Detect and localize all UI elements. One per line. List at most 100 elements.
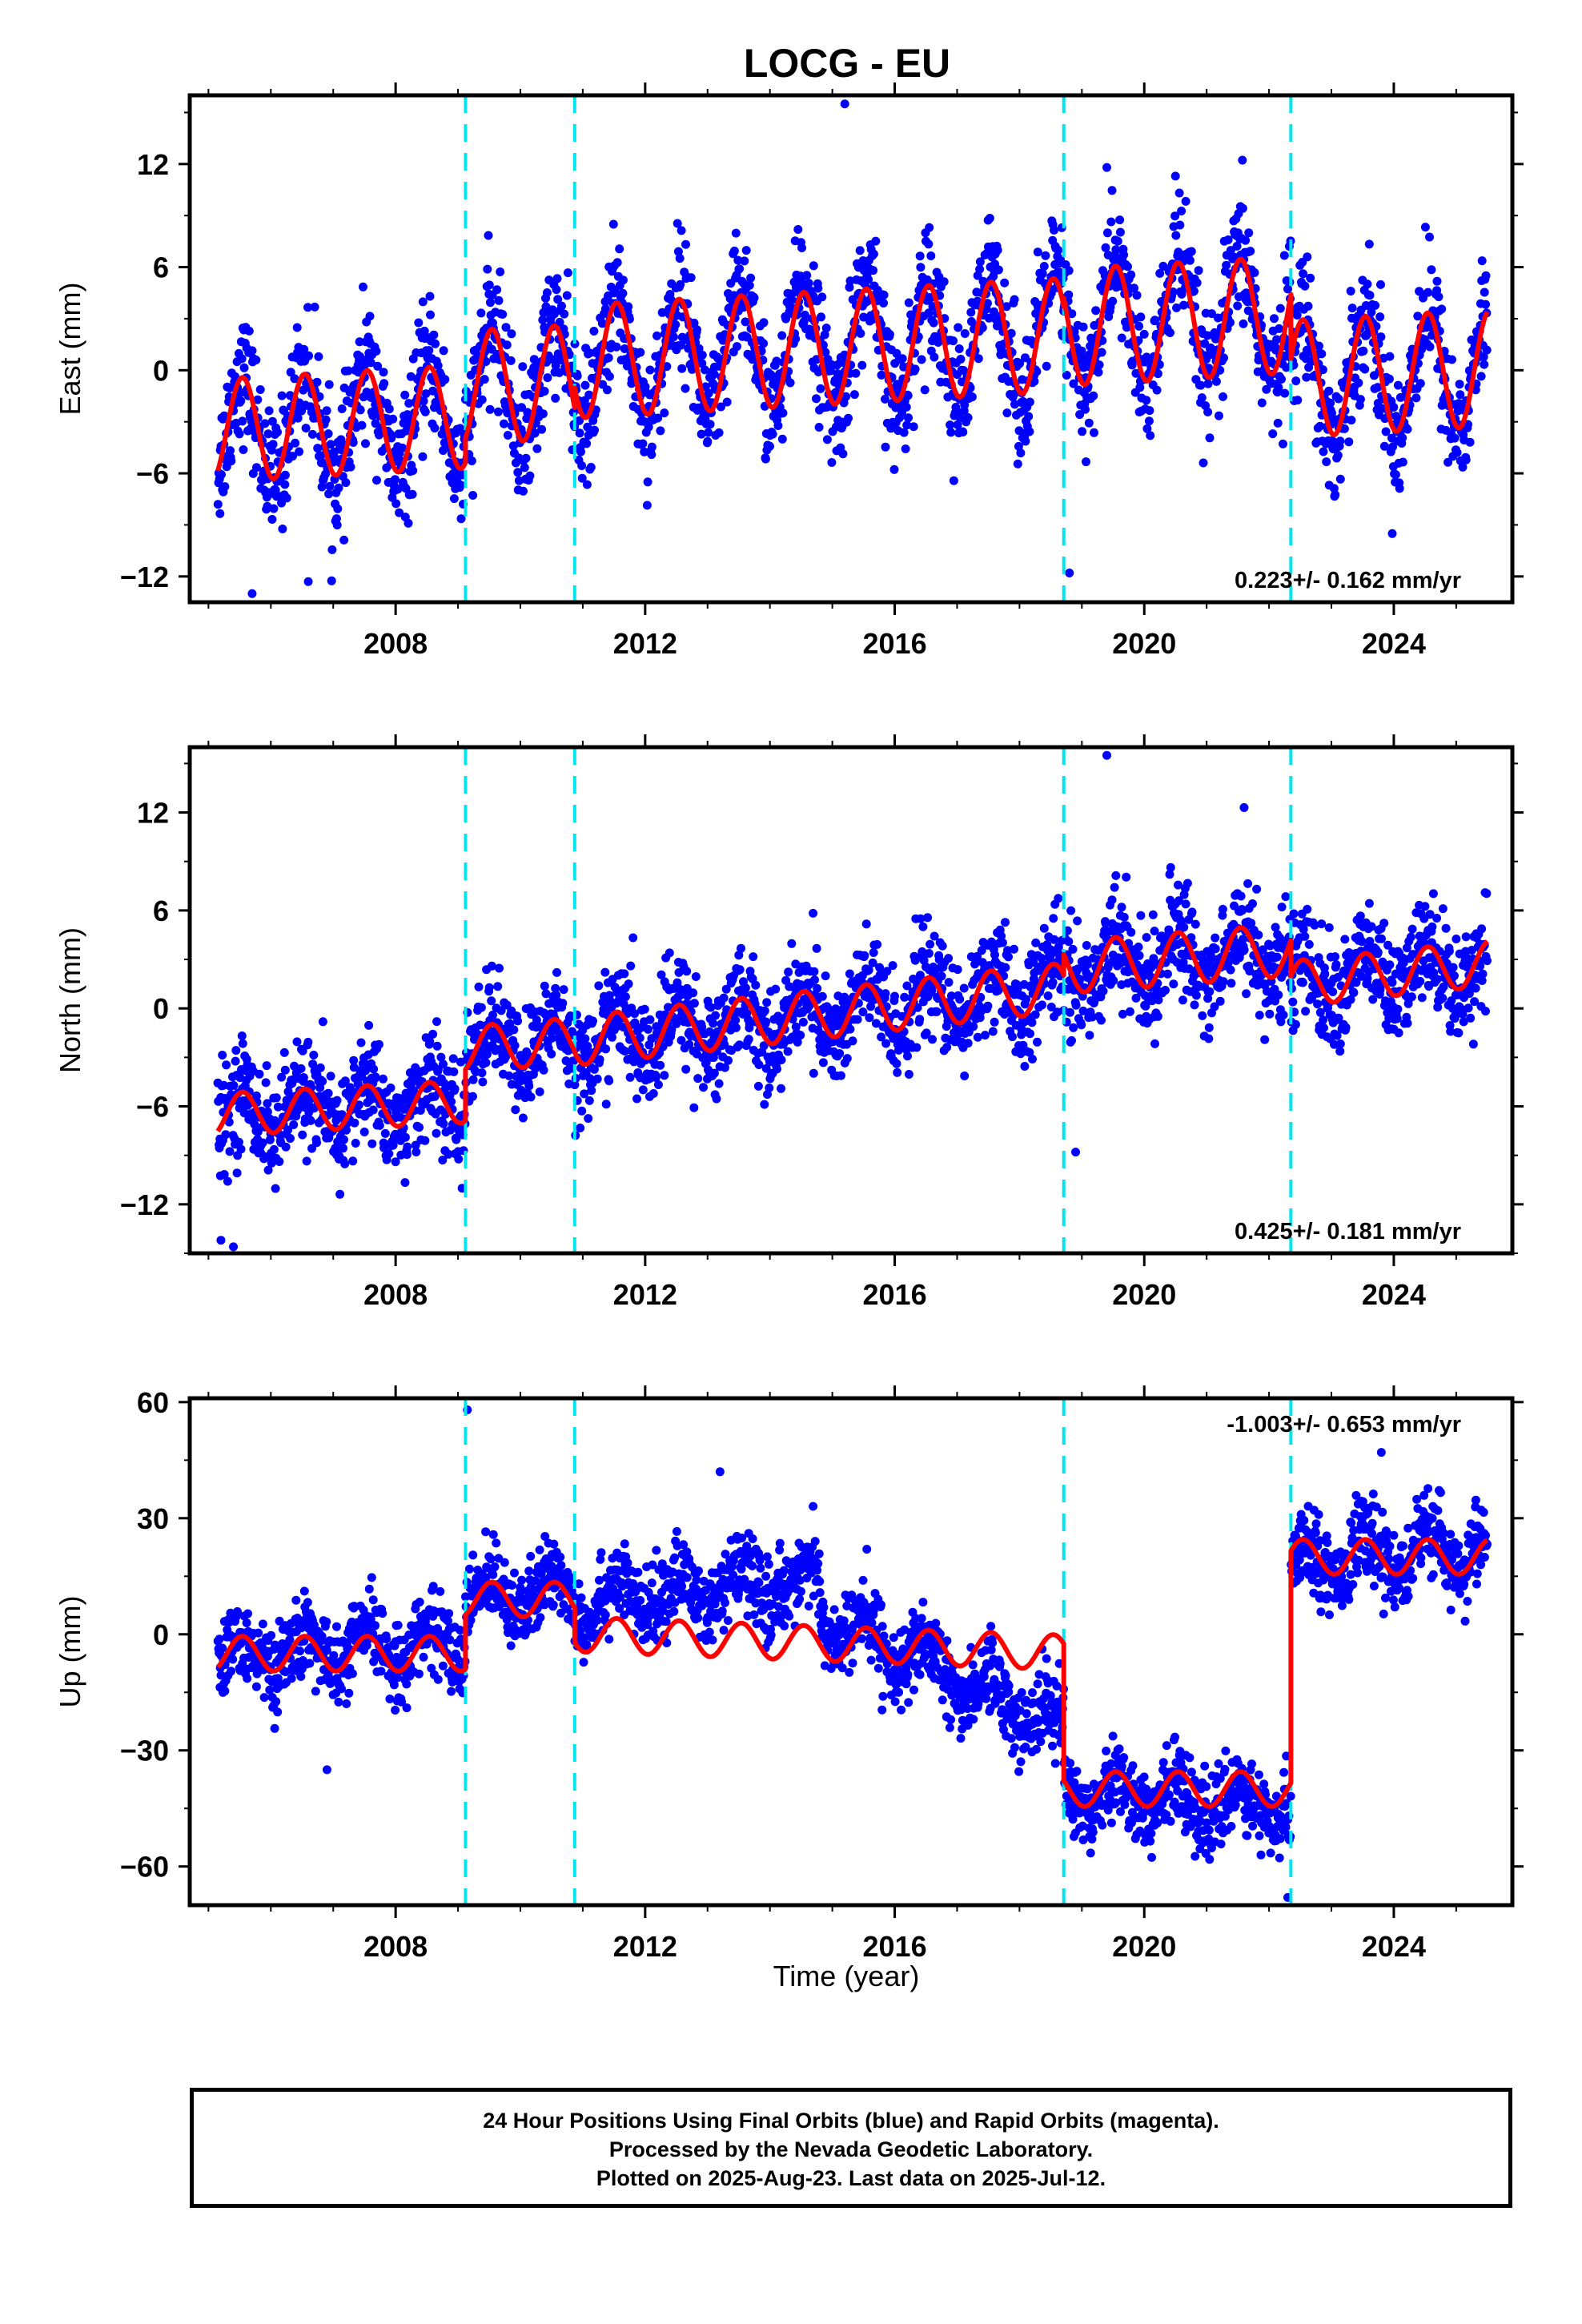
data-point xyxy=(222,1060,231,1070)
data-point xyxy=(709,369,719,379)
plot-frame xyxy=(187,93,1515,605)
data-point xyxy=(640,1004,649,1014)
data-point xyxy=(1411,393,1421,403)
data-point xyxy=(1300,281,1310,291)
data-point xyxy=(1185,255,1195,265)
data-point xyxy=(985,214,994,223)
data-point xyxy=(903,1051,912,1061)
data-point xyxy=(904,298,913,308)
data-point xyxy=(524,1081,534,1091)
data-point xyxy=(498,310,508,319)
data-point xyxy=(761,454,770,464)
data-point xyxy=(647,450,656,460)
data-point xyxy=(797,243,806,252)
data-point xyxy=(608,219,618,229)
data-point xyxy=(660,1071,669,1080)
data-point xyxy=(675,254,685,263)
data-point xyxy=(778,408,788,418)
data-point xyxy=(1272,952,1282,962)
data-point xyxy=(648,1089,658,1098)
data-point xyxy=(818,1058,828,1068)
data-point xyxy=(525,471,535,480)
data-point xyxy=(1203,408,1213,416)
data-point xyxy=(219,1170,229,1179)
data-point xyxy=(714,1079,724,1088)
data-point xyxy=(1025,397,1034,407)
data-point xyxy=(357,420,367,430)
data-point xyxy=(873,939,882,949)
data-point xyxy=(768,429,777,439)
data-point xyxy=(414,318,424,328)
data-point xyxy=(1069,379,1078,388)
data-point xyxy=(298,1130,307,1140)
data-point xyxy=(247,346,257,356)
data-point xyxy=(1085,1031,1094,1040)
data-point xyxy=(506,356,516,365)
data-point xyxy=(920,385,930,395)
data-point xyxy=(1391,470,1400,480)
data-point xyxy=(777,434,787,444)
data-point xyxy=(729,246,739,255)
data-point xyxy=(1119,912,1129,922)
data-point xyxy=(1241,235,1251,245)
data-point xyxy=(350,1118,359,1128)
data-point xyxy=(333,504,343,513)
data-point xyxy=(859,312,869,322)
data-point xyxy=(677,1035,686,1045)
data-point xyxy=(307,1144,316,1153)
data-point xyxy=(1069,1023,1078,1032)
data-point xyxy=(1313,999,1323,1009)
data-point xyxy=(689,318,699,328)
chart-title: LOCG - EU xyxy=(744,41,950,86)
data-point xyxy=(439,446,448,455)
data-point xyxy=(584,390,594,400)
data-point xyxy=(277,391,287,400)
data-point xyxy=(949,336,958,346)
data-point xyxy=(282,493,291,503)
data-point xyxy=(1084,418,1094,428)
data-point xyxy=(575,416,584,425)
data-point xyxy=(1248,899,1257,908)
data-point xyxy=(218,1051,227,1059)
data-point xyxy=(264,406,274,416)
data-point xyxy=(924,308,934,318)
data-point xyxy=(552,967,561,977)
data-point xyxy=(777,331,787,340)
data-point xyxy=(485,404,495,414)
data-point xyxy=(404,518,413,528)
data-point xyxy=(384,404,394,414)
data-point xyxy=(1028,1055,1037,1063)
data-point xyxy=(959,983,969,993)
data-point xyxy=(700,365,709,375)
data-point xyxy=(1335,474,1345,484)
data-point xyxy=(1078,427,1087,436)
data-point xyxy=(974,354,983,364)
data-point xyxy=(595,1055,604,1064)
data-point xyxy=(279,1047,289,1057)
data-point xyxy=(411,1140,420,1150)
data-point xyxy=(949,476,958,485)
data-point xyxy=(359,1128,369,1136)
data-point xyxy=(856,328,865,338)
data-point xyxy=(1010,944,1018,954)
data-point xyxy=(820,330,829,340)
data-point xyxy=(400,1132,410,1142)
data-point xyxy=(312,377,322,387)
data-point xyxy=(219,1080,228,1090)
data-point xyxy=(1039,262,1049,271)
data-point xyxy=(877,370,886,380)
data-point xyxy=(404,399,414,408)
data-point xyxy=(712,1094,721,1104)
data-point xyxy=(220,482,230,492)
data-point xyxy=(851,368,861,378)
data-point xyxy=(1219,392,1227,401)
data-point xyxy=(1062,371,1071,380)
data-point xyxy=(1340,935,1350,944)
data-point xyxy=(486,298,495,308)
data-point xyxy=(1033,1037,1042,1047)
data-point xyxy=(604,353,613,363)
data-point xyxy=(432,1128,441,1138)
data-point xyxy=(1238,155,1247,165)
data-point xyxy=(1476,372,1486,381)
